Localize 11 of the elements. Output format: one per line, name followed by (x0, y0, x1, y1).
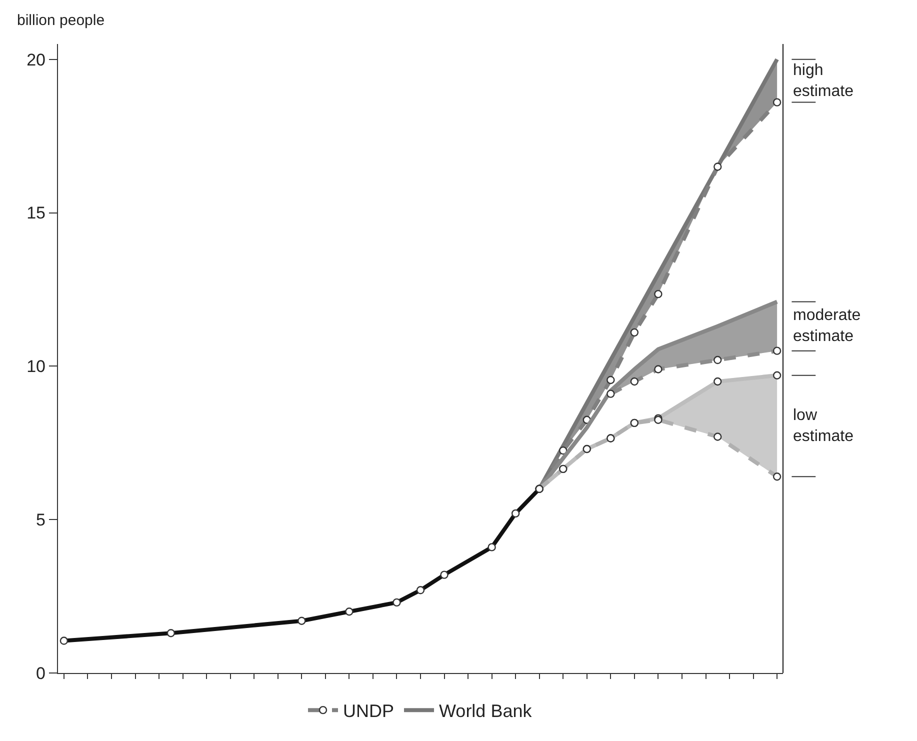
text: moderate estimate (793, 307, 861, 345)
text: low estimate (793, 407, 854, 445)
legend-label: UNDP (343, 701, 394, 722)
y-axis-title: billion people (17, 12, 105, 29)
text: high estimate (793, 62, 854, 100)
y-tick-label: 15 (26, 204, 46, 223)
y-tick-label: 20 (26, 50, 46, 70)
y-tick-label: 10 (26, 357, 46, 376)
legend-label: World Bank (439, 701, 533, 722)
y-tick-label: 5 (36, 510, 46, 530)
y-tick-label: 0 (36, 664, 46, 683)
